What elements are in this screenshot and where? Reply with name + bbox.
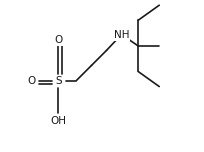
Text: S: S (55, 76, 62, 86)
Text: OH: OH (50, 116, 66, 126)
Text: NH: NH (114, 30, 129, 40)
Text: O: O (28, 76, 36, 86)
Text: O: O (54, 35, 62, 45)
